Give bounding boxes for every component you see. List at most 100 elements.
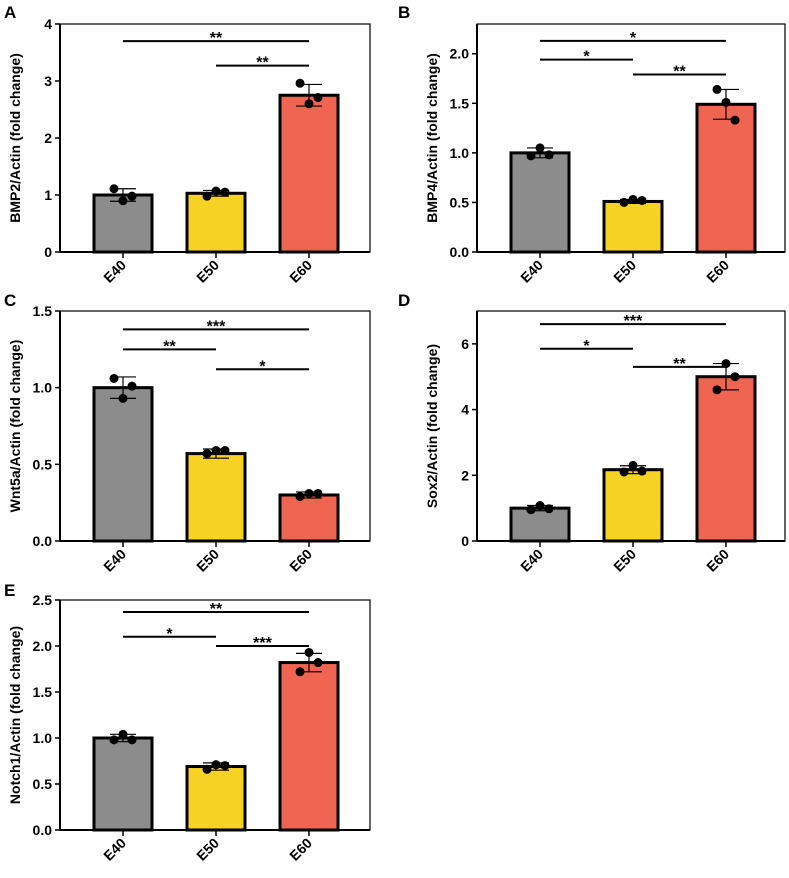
x-tick-label: E40: [100, 546, 129, 575]
data-point: [211, 446, 221, 456]
y-tick-label: 6: [461, 336, 469, 352]
panel-letter: A: [4, 3, 16, 22]
x-tick-label: E50: [610, 257, 639, 286]
panel-b: B 0.0 0.5 1.0 1.5 2.0 BMP4/Actin (fold change)…: [398, 3, 786, 286]
y-tick-label: 0: [461, 533, 469, 549]
data-point: [202, 764, 212, 774]
x-tick-label: E60: [286, 257, 315, 286]
y-tick-label: 2: [461, 467, 469, 483]
data-point: [211, 186, 221, 196]
data-point: [202, 449, 212, 459]
significance-label: *: [583, 49, 590, 66]
bar-e60: [278, 93, 340, 254]
data-point: [619, 467, 629, 477]
x-tick-label: E40: [100, 835, 129, 864]
y-tick-label: 4: [461, 402, 469, 418]
y-tick-label: 0.0: [33, 533, 53, 549]
bar-e40: [92, 386, 154, 543]
y-tick-label: 0.0: [33, 822, 53, 838]
significance-label: ***: [624, 313, 643, 330]
data-point: [202, 191, 212, 201]
data-point: [535, 143, 545, 153]
y-tick-label: 1.0: [450, 145, 470, 161]
bar-e60: [278, 661, 340, 832]
significance-label: *: [583, 338, 590, 355]
data-point: [730, 115, 740, 125]
y-tick-label: 2.5: [33, 592, 53, 608]
data-point: [544, 150, 554, 160]
data-point: [730, 372, 740, 382]
x-tick-label: E40: [517, 257, 546, 286]
bar-e40: [92, 736, 154, 832]
y-tick-label: 0.5: [450, 194, 470, 210]
data-point: [313, 658, 323, 668]
data-point: [109, 184, 119, 194]
data-point: [295, 492, 305, 502]
y-tick-label: 2.0: [450, 46, 470, 62]
y-tick-label: 1.0: [33, 730, 53, 746]
data-point: [295, 78, 305, 88]
y-tick-label: 0.5: [33, 456, 53, 472]
data-point: [109, 373, 119, 383]
bar-e50: [185, 191, 247, 254]
y-axis-label: BMP4/Actin (fold change): [424, 53, 440, 223]
x-tick-label: E50: [193, 546, 222, 575]
y-tick-label: 0.0: [450, 244, 470, 260]
data-point: [619, 197, 629, 207]
significance-label: *: [259, 358, 266, 375]
bar-e50: [602, 468, 664, 543]
data-point: [712, 84, 722, 94]
data-point: [526, 505, 536, 515]
panel-e: E 0.0 0.5 1.0 1.5 2.0 2.5 Notch1/Actin (fold ch…: [4, 581, 371, 864]
significance-label: *: [630, 30, 637, 47]
data-point: [118, 729, 128, 739]
significance-label: ***: [253, 635, 272, 652]
panel-letter: C: [4, 291, 16, 310]
significance-label: **: [163, 338, 176, 355]
data-point: [109, 735, 119, 745]
x-tick-label: E50: [610, 546, 639, 575]
data-point: [637, 466, 647, 476]
panel-letter: B: [398, 3, 410, 22]
bar-e50: [185, 452, 247, 543]
data-point: [313, 93, 323, 103]
bar-e50: [185, 765, 247, 832]
x-tick-label: E60: [286, 546, 315, 575]
data-point: [127, 381, 137, 391]
data-point: [544, 504, 554, 514]
data-point: [220, 446, 230, 456]
y-tick-label: 3: [44, 73, 52, 89]
panel-letter: E: [4, 581, 15, 600]
data-point: [721, 359, 731, 369]
x-tick-label: E50: [193, 257, 222, 286]
y-tick-label: 2: [44, 130, 52, 146]
y-axis-label: Sox2/Actin (fold change): [424, 344, 440, 508]
x-tick-label: E50: [193, 835, 222, 864]
data-point: [313, 488, 323, 498]
x-tick-label: E60: [703, 257, 732, 286]
data-point: [295, 667, 305, 677]
bar-e60: [695, 375, 757, 543]
y-tick-label: 1.5: [33, 303, 53, 319]
data-point: [118, 393, 128, 403]
data-point: [304, 647, 314, 657]
y-tick-label: 1.5: [33, 684, 53, 700]
bar-e60: [278, 493, 340, 543]
y-tick-label: 4: [44, 16, 52, 32]
data-point: [712, 385, 722, 395]
bar-e40: [509, 151, 571, 254]
y-tick-label: 1: [44, 187, 52, 203]
data-point: [535, 501, 545, 511]
x-tick-label: E40: [100, 257, 129, 286]
x-tick-label: E60: [286, 835, 315, 864]
panel-a: A 0 1 2 3 4 BMP2/Actin (fold change) E40 E50 E60 *…: [4, 3, 371, 286]
data-point: [118, 196, 128, 206]
y-tick-label: 1.5: [450, 95, 470, 111]
x-tick-label: E40: [517, 546, 546, 575]
y-tick-label: 2.0: [33, 638, 53, 654]
y-tick-label: 0.5: [33, 776, 53, 792]
data-point: [220, 761, 230, 771]
y-axis-label: Wnt5a/Actin (fold change): [7, 340, 23, 513]
data-point: [721, 97, 731, 107]
